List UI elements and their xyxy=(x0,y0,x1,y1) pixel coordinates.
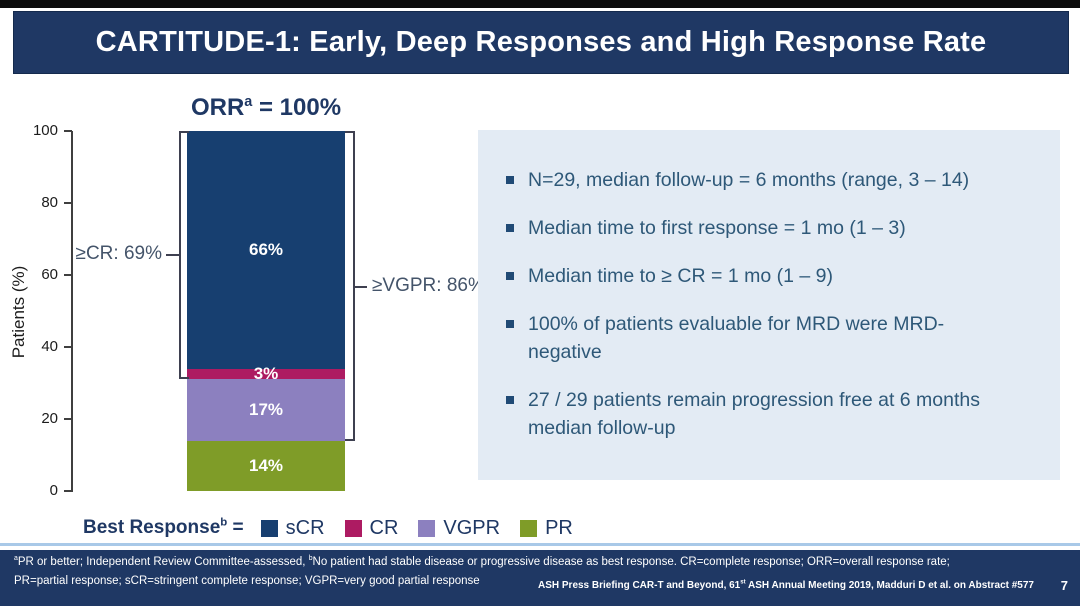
y-tick-mark xyxy=(64,274,72,276)
cr-bracket-connector xyxy=(166,254,179,256)
y-tick-mark xyxy=(64,130,72,132)
y-axis-line xyxy=(71,131,73,492)
y-tick-label: 40 xyxy=(41,338,58,355)
bullet-item: 27 / 29 patients remain progression free… xyxy=(506,386,1032,442)
legend-item-cr: CR xyxy=(344,516,399,540)
y-tick-mark xyxy=(64,202,72,204)
legend-title-superscript: b xyxy=(220,516,228,529)
legend-swatch-vgpr-icon xyxy=(418,519,436,537)
legend-items: sCR CR VGPR PR xyxy=(260,516,573,540)
legend-item-scr: sCR xyxy=(260,516,325,540)
legend-label: VGPR xyxy=(443,516,501,539)
legend-swatch-pr-icon xyxy=(520,519,538,537)
bullet-text: Median time to first response = 1 mo (1 … xyxy=(528,217,906,239)
citation-superscript: st xyxy=(740,579,746,586)
chart-title-superscript: a xyxy=(244,94,253,110)
legend-item-pr: PR xyxy=(520,517,573,540)
bar-segment-scr: 66% xyxy=(187,131,345,369)
key-points-panel: N=29, median follow-up = 6 months (range… xyxy=(478,130,1060,480)
stacked-bar: 66% 3% 17% 14% xyxy=(187,131,345,491)
y-tick-mark xyxy=(64,490,72,492)
bar-segment-value: 17% xyxy=(248,399,284,419)
bullet-square-icon xyxy=(506,272,514,280)
chart-title-value: = 100% xyxy=(252,94,342,121)
citation: ASH Press Briefing CAR-T and Beyond, 61s… xyxy=(538,580,1034,591)
footer-divider xyxy=(0,543,1080,546)
footer-bar: aPR or better; Independent Review Commit… xyxy=(0,550,1080,606)
legend-title-equals: = xyxy=(227,517,244,538)
footnote-superscript-a: a xyxy=(14,555,18,563)
citation-text-1: ASH Press Briefing CAR-T and Beyond, 61 xyxy=(537,580,741,591)
citation-text-2: ASH Annual Meeting 2019, Madduri D et al… xyxy=(745,580,1034,591)
bullet-square-icon xyxy=(506,396,514,404)
vgpr-bracket xyxy=(345,131,355,441)
bar-segment-pr: 14% xyxy=(187,440,345,491)
legend-item-vgpr: VGPR xyxy=(418,517,500,540)
legend-label: sCR xyxy=(285,516,325,539)
bullet-text: 27 / 29 patients remain progression free… xyxy=(528,389,981,439)
bullet-item: Median time to ≥ CR = 1 mo (1 – 9) xyxy=(506,262,1032,290)
vgpr-bracket-connector xyxy=(355,286,367,288)
footnote-text-a: PR or better; Independent Review Committ… xyxy=(17,556,309,568)
bullet-item: N=29, median follow-up = 6 months (range… xyxy=(506,166,1032,194)
footnote-line-2: PR=partial response; sCR=stringent compl… xyxy=(14,575,480,587)
chart-title-text: ORR xyxy=(190,94,245,121)
plot-area: 0 20 40 60 80 100 66% 3% 17% 14% ≥CR: 69% ≥VGPR:… xyxy=(0,122,1080,499)
bullet-list: N=29, median follow-up = 6 months (range… xyxy=(478,130,1060,442)
bar-segment-vgpr: 17% xyxy=(187,379,345,441)
bullet-item: Median time to first response = 1 mo (1 … xyxy=(506,214,1032,242)
bullet-square-icon xyxy=(506,320,514,328)
cr-bracket xyxy=(179,131,189,380)
footnote-text-b: No patient had stable disease or progres… xyxy=(312,556,950,568)
legend-title: Best Responseb = xyxy=(83,517,244,539)
y-tick-mark xyxy=(64,346,72,348)
y-tick-mark xyxy=(64,418,72,420)
bullet-item: 100% of patients evaluable for MRD were … xyxy=(506,310,1032,366)
bar-segment-value: 14% xyxy=(248,455,284,475)
bullet-square-icon xyxy=(506,176,514,184)
bullet-text: Median time to ≥ CR = 1 mo (1 – 9) xyxy=(528,265,833,287)
top-letterbox-strip xyxy=(0,0,1080,8)
bullet-text: 100% of patients evaluable for MRD were … xyxy=(528,313,945,363)
y-tick-label: 80 xyxy=(41,194,58,211)
legend: Best Responseb = sCR CR VGPR PR xyxy=(83,514,573,542)
chart-title: ORRa = 100% xyxy=(168,94,364,122)
slide-title-bar: CARTITUDE-1: Early, Deep Responses and H… xyxy=(13,11,1069,74)
bullet-text: N=29, median follow-up = 6 months (range… xyxy=(528,169,970,191)
bar-segment-cr: 3% xyxy=(187,364,345,383)
vgpr-bracket-label: ≥VGPR: 86% xyxy=(372,275,485,296)
slide-title: CARTITUDE-1: Early, Deep Responses and H… xyxy=(95,26,987,58)
page-number: 7 xyxy=(1060,578,1068,593)
bar-segment-value: 66% xyxy=(248,239,284,259)
legend-swatch-scr-icon xyxy=(260,519,278,537)
cr-bracket-label: ≥CR: 69% xyxy=(75,243,162,264)
footnote-superscript-b: b xyxy=(308,555,313,563)
legend-title-text: Best Response xyxy=(83,517,221,538)
y-tick-label: 60 xyxy=(41,266,58,283)
footnote-line-1: aPR or better; Independent Review Commit… xyxy=(14,555,950,568)
legend-swatch-cr-icon xyxy=(344,519,362,537)
y-tick-label: 0 xyxy=(49,482,58,499)
legend-label: CR xyxy=(369,516,399,539)
legend-label: PR xyxy=(545,516,573,539)
bar-segment-value: 3% xyxy=(253,364,279,383)
y-tick-label: 20 xyxy=(41,410,58,427)
bullet-square-icon xyxy=(506,224,514,232)
y-tick-label: 100 xyxy=(32,122,58,139)
